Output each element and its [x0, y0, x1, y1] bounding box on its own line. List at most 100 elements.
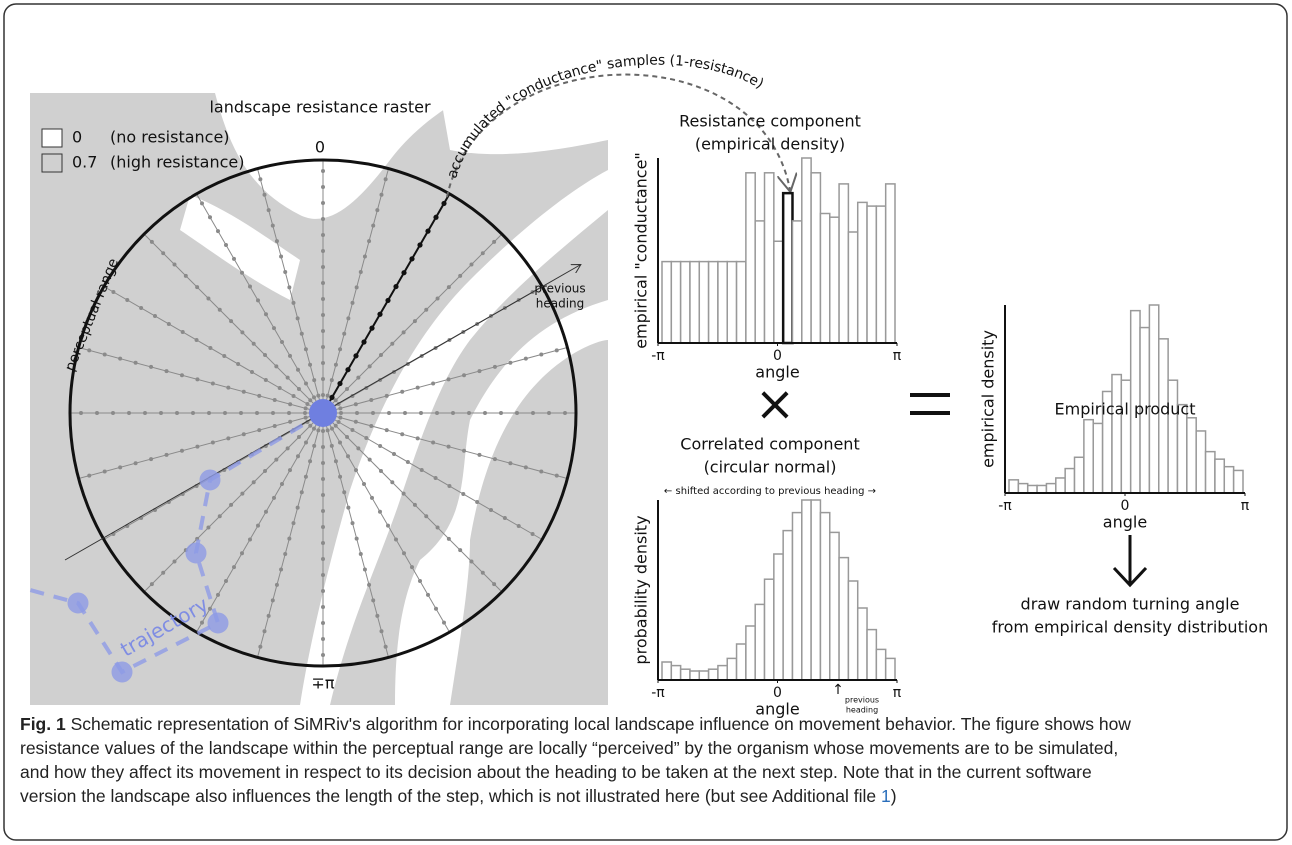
ray-dot [350, 300, 355, 305]
ray-dot [274, 239, 279, 244]
ray-dot [133, 461, 138, 466]
ray-dot [256, 298, 260, 303]
bar [1064, 467, 1076, 494]
ray-dot [279, 254, 284, 259]
ray-dot [523, 465, 528, 470]
bar [661, 661, 673, 681]
y-label: empirical "conductance" [632, 152, 651, 349]
bar [884, 183, 896, 344]
ray-dot [462, 448, 467, 453]
ray-dot [345, 367, 351, 373]
ray-dot [342, 331, 347, 336]
bar [726, 657, 738, 681]
ray-dot [321, 345, 325, 349]
bar [801, 499, 812, 681]
ray-dot [325, 393, 330, 398]
bar [884, 657, 896, 681]
ray-dot [316, 428, 321, 433]
legend-value: 0.7 [72, 153, 97, 172]
ray-dot [446, 444, 451, 449]
up-arrow: ↑ [832, 682, 844, 698]
ray-dot [402, 551, 406, 556]
legend-label: (no resistance) [110, 128, 230, 147]
ray-dot [337, 380, 343, 387]
y-label: empirical density [979, 330, 998, 468]
heading-label: heading [536, 297, 585, 311]
bar [1195, 430, 1207, 494]
bar [717, 260, 728, 344]
ray-dot [403, 411, 407, 415]
ray-dot [226, 385, 231, 390]
ray-dot [554, 348, 559, 353]
ray-dot [419, 468, 424, 472]
annotation: previous [845, 696, 879, 705]
bar [782, 529, 794, 681]
ray-dot [296, 435, 301, 440]
ray-dot [446, 285, 451, 290]
bar [810, 172, 822, 344]
ray-dot [508, 360, 513, 365]
ray-dot [480, 570, 485, 575]
bar [819, 511, 831, 681]
ray-dot [384, 393, 389, 398]
x-tick-label: -π [651, 685, 665, 701]
ray-dot [312, 443, 317, 448]
ray-dot [345, 386, 350, 391]
bar [773, 240, 784, 344]
ray-dot [296, 386, 301, 391]
ray-dot [392, 452, 397, 456]
ray-dot [240, 270, 244, 275]
ray-dot [239, 411, 243, 415]
ray-dot [321, 621, 325, 625]
ray-dot [285, 446, 290, 451]
bar [707, 260, 719, 344]
ray-dot [469, 559, 474, 564]
ray-dot [475, 500, 480, 504]
ray-dot [111, 411, 115, 415]
ray-dot [492, 364, 497, 369]
top-label: 0 [315, 138, 325, 157]
bar [781, 191, 794, 345]
ray-dot [321, 297, 325, 301]
ray-dot [118, 356, 123, 361]
caption-text: Schematic representation of SiMRiv's alg… [65, 714, 1131, 734]
ray-dot [288, 419, 293, 424]
ray-dot [425, 228, 431, 234]
annotation: heading [846, 706, 878, 715]
bar [1073, 456, 1085, 494]
ray-dot [283, 552, 288, 557]
ray-dot [386, 523, 390, 528]
ray-dot [223, 411, 227, 415]
ray-dot [172, 262, 177, 267]
ray-dot [458, 273, 463, 278]
caption-line: version the landscape also influences th… [20, 786, 897, 807]
ray-dot [240, 330, 245, 335]
caption-link[interactable]: 1 [880, 786, 891, 806]
ray-dot [342, 490, 347, 495]
ray-dot [241, 389, 246, 394]
ray-dot [410, 565, 414, 570]
ray-dot [272, 495, 276, 500]
ray-dot [321, 201, 325, 205]
ray-dot [295, 316, 300, 321]
ray-dot [321, 313, 325, 317]
ray-dot [516, 524, 521, 528]
ray-dot [378, 444, 383, 448]
result-text: draw random turning angle [1021, 595, 1240, 614]
x-tick-label: π [893, 685, 902, 701]
ray-dot [523, 356, 528, 361]
ray-dot [164, 452, 169, 457]
x-label: angle [1103, 513, 1147, 532]
ray-dot [502, 516, 507, 520]
ray-dot [383, 177, 388, 182]
chart-title: Resistance component [679, 112, 861, 131]
ray-dot [483, 411, 487, 415]
x-tick-label: 0 [773, 348, 782, 364]
ray-dot [166, 322, 171, 326]
ray-dot [563, 411, 567, 415]
ray-dot [210, 440, 215, 445]
ray-dot [271, 411, 275, 415]
ray-dot [232, 256, 236, 261]
ray-dot [236, 362, 241, 366]
ray-dot [384, 428, 389, 433]
